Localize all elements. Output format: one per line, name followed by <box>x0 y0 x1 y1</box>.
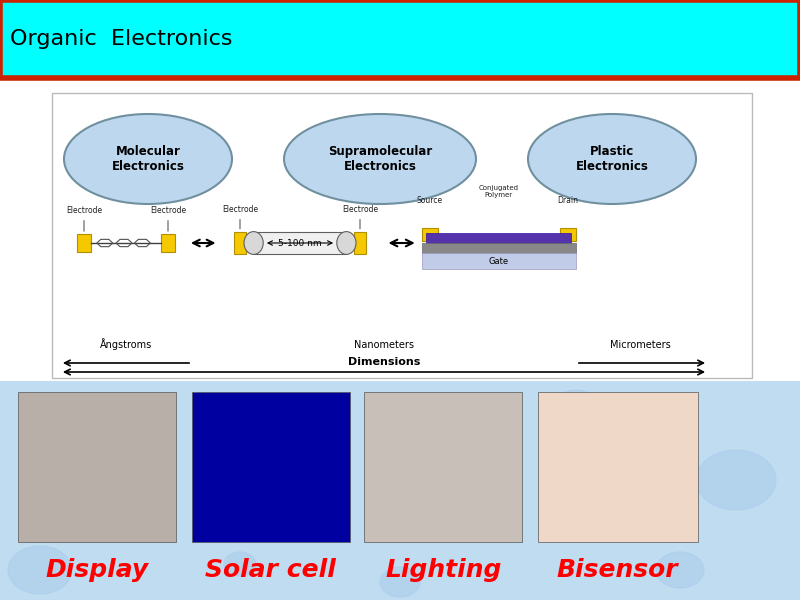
Text: Electrode: Electrode <box>222 205 258 214</box>
FancyBboxPatch shape <box>18 392 176 542</box>
FancyBboxPatch shape <box>234 232 246 254</box>
Text: Gate: Gate <box>489 257 509 265</box>
Ellipse shape <box>244 232 263 254</box>
Ellipse shape <box>64 114 232 204</box>
Circle shape <box>552 390 600 426</box>
Text: Nanometers: Nanometers <box>354 340 414 350</box>
Text: Ångstroms: Ångstroms <box>99 338 152 350</box>
Text: Plastic
Electronics: Plastic Electronics <box>575 145 649 173</box>
FancyBboxPatch shape <box>52 93 752 378</box>
Ellipse shape <box>284 114 476 204</box>
Text: Display: Display <box>46 558 148 582</box>
Text: Source: Source <box>417 196 442 205</box>
FancyBboxPatch shape <box>364 392 522 542</box>
Circle shape <box>696 450 776 510</box>
FancyBboxPatch shape <box>538 392 698 542</box>
FancyBboxPatch shape <box>77 234 91 252</box>
Circle shape <box>8 546 72 594</box>
Ellipse shape <box>528 114 696 204</box>
Text: Electrode: Electrode <box>342 205 378 214</box>
Text: Molecular
Electronics: Molecular Electronics <box>111 145 185 173</box>
FancyBboxPatch shape <box>0 381 800 600</box>
Circle shape <box>92 411 148 453</box>
Circle shape <box>224 552 256 576</box>
Text: Bisensor: Bisensor <box>557 558 678 582</box>
FancyBboxPatch shape <box>426 233 571 243</box>
Text: Dimensions: Dimensions <box>348 357 420 367</box>
FancyBboxPatch shape <box>422 253 576 269</box>
Circle shape <box>476 435 516 465</box>
Text: Solar cell: Solar cell <box>205 558 336 582</box>
Text: Organic  Electronics: Organic Electronics <box>10 29 232 49</box>
Text: 5-100 nm: 5-100 nm <box>278 238 322 247</box>
FancyBboxPatch shape <box>560 228 576 241</box>
FancyBboxPatch shape <box>354 232 366 254</box>
Text: Lighting: Lighting <box>385 558 502 582</box>
FancyBboxPatch shape <box>0 0 800 78</box>
Text: Electrode: Electrode <box>150 206 186 215</box>
Ellipse shape <box>337 232 356 254</box>
FancyBboxPatch shape <box>254 232 346 254</box>
FancyBboxPatch shape <box>422 228 438 241</box>
FancyBboxPatch shape <box>422 243 576 253</box>
Text: Micrometers: Micrometers <box>610 340 670 350</box>
FancyBboxPatch shape <box>161 234 175 252</box>
Text: Supramolecular
Electronics: Supramolecular Electronics <box>328 145 432 173</box>
Circle shape <box>380 567 420 597</box>
Circle shape <box>656 552 704 588</box>
Text: Conjugated
Polymer: Conjugated Polymer <box>478 185 518 199</box>
Text: Electrode: Electrode <box>66 206 102 215</box>
FancyBboxPatch shape <box>192 392 350 542</box>
Text: Drain: Drain <box>558 196 578 205</box>
